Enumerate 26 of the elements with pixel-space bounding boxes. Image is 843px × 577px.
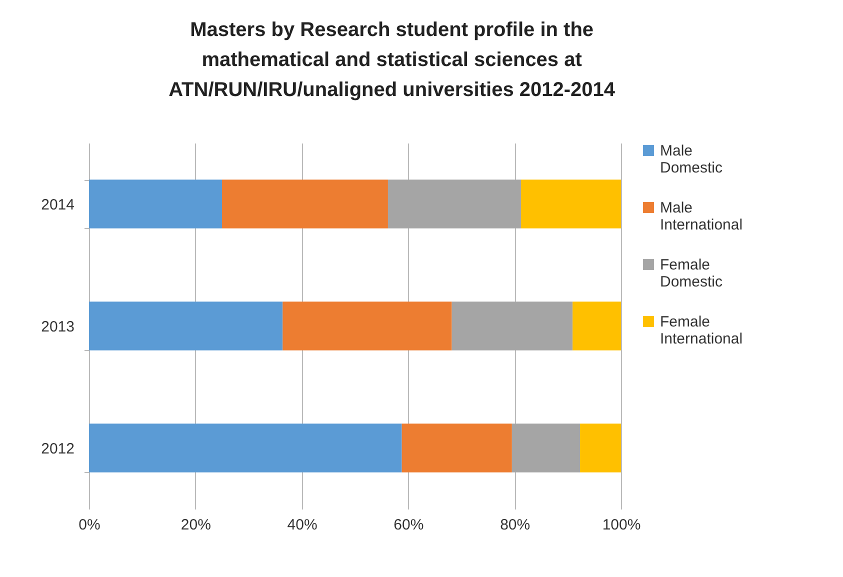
bar [580, 424, 621, 472]
bar [222, 180, 388, 228]
bar [572, 302, 621, 350]
bar [388, 180, 521, 228]
x-tick-label: 40% [287, 516, 318, 534]
legend-label: Male International [660, 200, 743, 234]
y-tick-label: 2012 [41, 440, 74, 458]
y-tick-label: 2014 [41, 196, 74, 214]
bar [452, 302, 573, 350]
legend-label: Male Domestic [660, 142, 724, 176]
legend-label: Female Domestic [660, 256, 724, 290]
bar [89, 180, 222, 228]
bar [520, 180, 621, 228]
x-tick-label: 20% [180, 516, 211, 534]
y-tick-label: 2013 [41, 318, 74, 336]
x-tick-label: 100% [602, 516, 641, 534]
bar [512, 424, 580, 472]
bar [89, 302, 283, 350]
bar [282, 302, 452, 350]
legend-label: Female International [660, 314, 743, 348]
chart-title: Masters by Research student profile in the mathematical and statistical sciences at ATN/RUN/IRU/unaligned universities 2012-2014 [168, 19, 616, 101]
bar [89, 424, 402, 472]
x-tick-label: 60% [394, 516, 424, 534]
bar [402, 424, 512, 472]
x-tick-label: 0% [78, 516, 100, 534]
x-tick-label: 80% [500, 516, 530, 534]
